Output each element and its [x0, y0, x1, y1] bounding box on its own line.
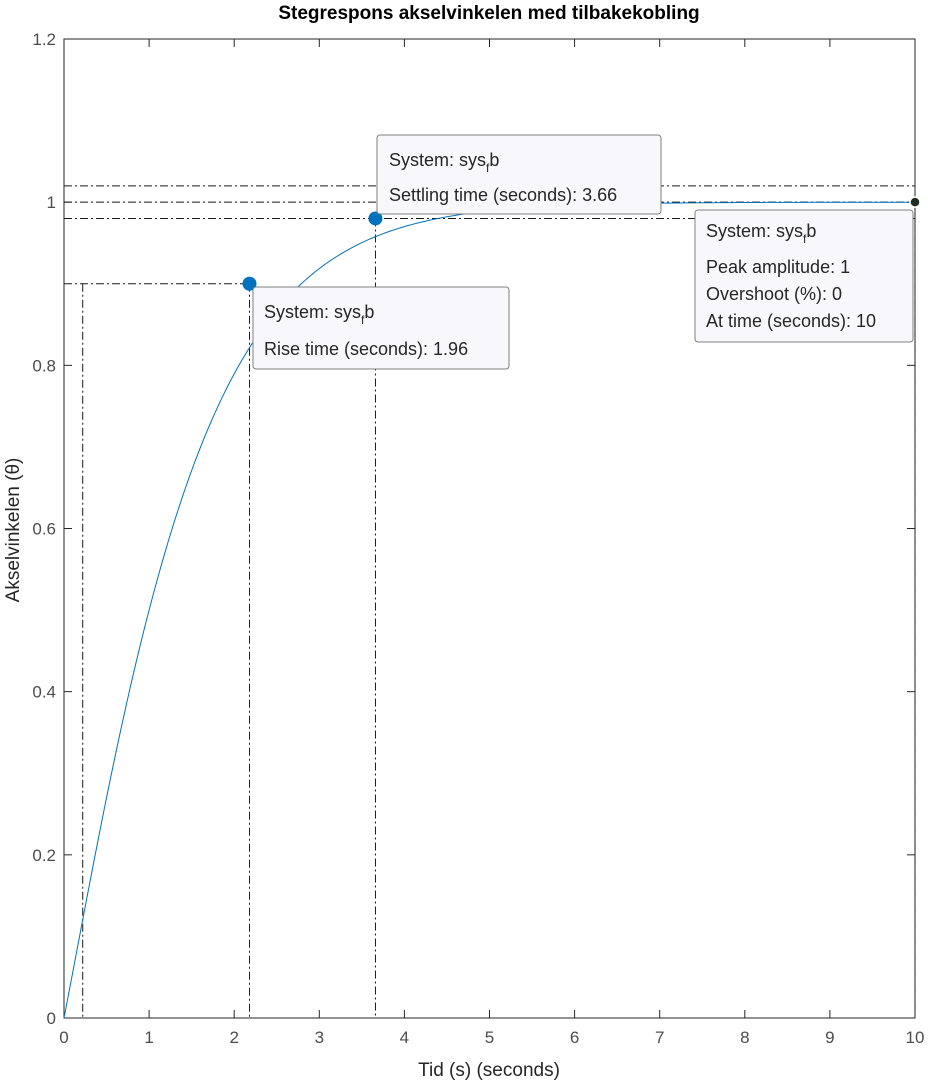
- chart-title: Stegrespons akselvinkelen med tilbakekob…: [278, 3, 699, 24]
- y-tick-label-3: 0.6: [32, 520, 56, 539]
- datatip-settling-box: [376, 134, 662, 215]
- datatip-settling-value: Settling time (seconds): 3.66: [389, 185, 617, 205]
- datatip-peak-amplitude: Peak amplitude: 1: [706, 257, 850, 277]
- dt-subscript: f: [486, 161, 490, 175]
- y-tick-label-2: 0.4: [32, 683, 56, 702]
- y-tick-label-0: 0: [47, 1009, 56, 1028]
- datatip-peak[interactable]: System: sysfb Peak amplitude: 1 Overshoo…: [694, 209, 914, 343]
- dt-suffix: b: [364, 302, 374, 322]
- x-tick-label-0: 0: [59, 1028, 68, 1047]
- axis-ticks: [63, 38, 916, 1019]
- datatip-marker-2: [909, 196, 921, 208]
- x-tick-label-4: 4: [400, 1028, 409, 1047]
- datatip-peak-time: At time (seconds): 10: [706, 311, 876, 331]
- datatip-rise-system: System: sysfb: [264, 302, 374, 327]
- x-tick-label-6: 6: [570, 1028, 579, 1047]
- dt-prefix: System: sys: [706, 221, 803, 241]
- dt-subscript: f: [803, 232, 807, 246]
- x-tick-label-8: 8: [740, 1028, 749, 1047]
- dt-prefix: System: sys: [389, 150, 486, 170]
- datatip-settling-system: System: sysfb: [389, 150, 499, 175]
- x-tick-label-7: 7: [655, 1028, 664, 1047]
- datatip-rise-time[interactable]: System: sysfb Rise time (seconds): 1.96: [252, 286, 510, 370]
- datatip-peak-system: System: sysfb: [706, 221, 816, 246]
- y-tick-labels: 0 0.2 0.4 0.6 0.8 1 1.2: [32, 30, 56, 1028]
- datatip-rise-value: Rise time (seconds): 1.96: [264, 339, 468, 359]
- x-tick-labels: 0 1 2 3 4 5 6 7 8 9 10: [59, 1028, 924, 1047]
- x-tick-label-2: 2: [229, 1028, 238, 1047]
- y-tick-label-6: 1.2: [32, 30, 56, 49]
- x-axis-label: Tid (s) (seconds): [418, 1060, 560, 1081]
- y-axis-label: Akselvinkelen (θ): [3, 458, 24, 603]
- dt-prefix: System: sys: [264, 302, 361, 322]
- datatip-marker-1: [368, 211, 383, 226]
- y-tick-label-5: 1: [47, 193, 56, 212]
- x-tick-label-10: 10: [906, 1028, 925, 1047]
- y-tick-label-1: 0.2: [32, 846, 56, 865]
- x-tick-label-3: 3: [315, 1028, 324, 1047]
- x-tick-label-5: 5: [485, 1028, 494, 1047]
- y-tick-label-4: 0.8: [32, 356, 56, 375]
- dt-suffix: b: [489, 150, 499, 170]
- datatip-marker-0: [242, 276, 257, 291]
- datatip-settling-time[interactable]: System: sysfb Settling time (seconds): 3…: [376, 134, 662, 215]
- datatip-markers: [242, 196, 921, 291]
- x-tick-label-9: 9: [825, 1028, 834, 1047]
- datatip-peak-overshoot: Overshoot (%): 0: [706, 284, 842, 304]
- datatip-rise-box: [252, 286, 510, 370]
- datatip-peak-box: [694, 209, 914, 343]
- x-tick-label-1: 1: [144, 1028, 153, 1047]
- dt-suffix: b: [806, 221, 816, 241]
- dt-subscript: f: [361, 313, 365, 327]
